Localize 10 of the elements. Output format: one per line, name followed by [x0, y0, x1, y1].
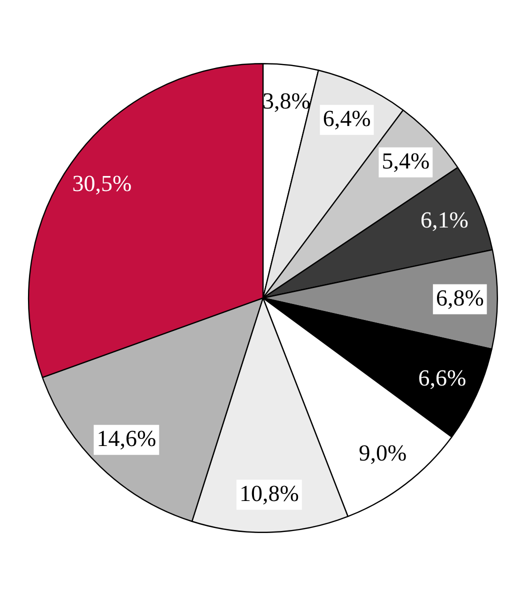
- data-label: 6,6%: [418, 366, 466, 391]
- data-label: 6,4%: [322, 106, 371, 131]
- data-label: 5,4%: [382, 148, 430, 174]
- data-label: 10,8%: [239, 480, 299, 506]
- data-label: 6,8%: [436, 285, 484, 310]
- data-label: 14,6%: [96, 426, 156, 451]
- data-label: 9,0%: [358, 440, 407, 466]
- data-label: 3,8%: [262, 88, 310, 114]
- data-label: 30,5%: [72, 170, 132, 196]
- data-label: 6,1%: [420, 208, 468, 233]
